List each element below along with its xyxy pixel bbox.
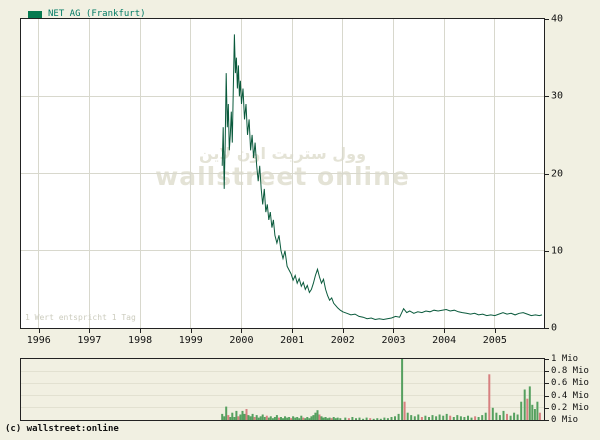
volume-y-tick-label: 0.4 Mio [551, 390, 589, 401]
scale-note: 1 Wert entspricht 1 Tag [25, 313, 136, 322]
volume-chart-panel [20, 358, 545, 421]
tick-mark [545, 359, 549, 360]
tick-mark [241, 329, 242, 333]
price-y-tick-label: 40 [551, 13, 564, 25]
tick-mark [545, 383, 549, 384]
tick-mark [545, 420, 549, 421]
tick-mark [393, 329, 394, 333]
x-tick-label: 2002 [330, 335, 355, 346]
watermark-line1: وول ستريت اون لاين [198, 144, 367, 163]
tick-mark [39, 329, 40, 333]
tick-mark [191, 329, 192, 333]
tick-mark [545, 328, 549, 329]
price-y-tick-label: 30 [551, 90, 564, 102]
legend-swatch [28, 10, 42, 18]
volume-y-tick-label: 0.6 Mio [551, 378, 589, 389]
tick-mark [444, 329, 445, 333]
volume-y-tick-label: 1 Mio [551, 354, 579, 364]
price-y-tick-label: 0 [551, 322, 558, 334]
x-tick-label: 2001 [280, 335, 305, 346]
tick-mark [545, 251, 549, 252]
tick-mark [89, 329, 90, 333]
legend-label: NET AG (Frankfurt) [48, 9, 146, 19]
price-line-plot [21, 19, 544, 328]
tick-mark [545, 408, 549, 409]
volume-y-tick-label: 0.2 Mio [551, 402, 589, 413]
volume-y-tick-label: 0 Mio [551, 415, 579, 425]
watermark: وول ستريت اون لاين wallstreet online [21, 144, 544, 192]
x-tick-label: 2000 [229, 335, 254, 346]
x-tick-label: 1999 [178, 335, 203, 346]
x-tick-label: 1998 [128, 335, 153, 346]
volume-bars-plot [21, 359, 544, 420]
price-y-tick-label: 10 [551, 245, 564, 257]
tick-mark [343, 329, 344, 333]
x-tick-label: 2005 [482, 335, 507, 346]
tick-mark [545, 96, 549, 97]
price-y-tick-label: 20 [551, 168, 564, 179]
tick-mark [140, 329, 141, 333]
tick-mark [495, 329, 496, 333]
x-tick-label: 2003 [381, 335, 406, 346]
x-tick-label: 1997 [77, 335, 102, 346]
volume-y-tick-label: 0.8 Mio [551, 366, 589, 377]
watermark-line2: wallstreet online [155, 162, 410, 192]
tick-mark [545, 396, 549, 397]
x-tick-label: 1996 [26, 335, 51, 346]
tick-mark [292, 329, 293, 333]
tick-mark [545, 174, 549, 175]
copyright: (c) wallstreet:online [5, 424, 119, 434]
tick-mark [545, 371, 549, 372]
tick-mark [545, 19, 549, 20]
price-chart-panel: وول ستريت اون لاين wallstreet online 1 W… [20, 18, 545, 329]
x-tick-label: 2004 [432, 335, 457, 346]
legend: NET AG (Frankfurt) [28, 9, 146, 19]
